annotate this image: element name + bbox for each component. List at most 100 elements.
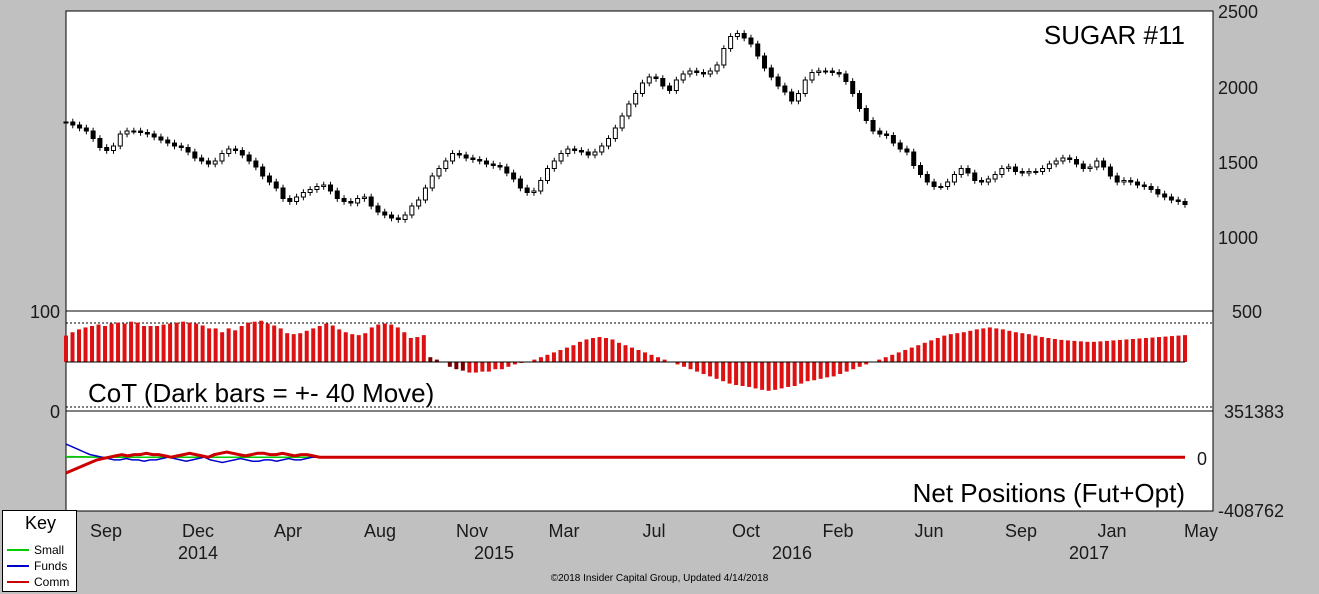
- candle-body: [951, 174, 957, 183]
- candle-body: [938, 186, 944, 188]
- cot-bar: [213, 328, 218, 362]
- candle-body: [843, 73, 849, 82]
- candle-body: [626, 103, 632, 117]
- net-right-tick: -408762: [1218, 501, 1284, 521]
- candle-body: [619, 115, 625, 129]
- candle-body: [1026, 171, 1032, 174]
- cot-bar: [499, 362, 504, 370]
- candle-body: [1040, 168, 1046, 172]
- cot-bar: [324, 323, 329, 362]
- cot-bar: [916, 345, 921, 362]
- cot-bar: [1124, 339, 1129, 362]
- cot-bar: [109, 323, 114, 362]
- cot-bar: [194, 323, 199, 362]
- legend-item-comm: Comm: [7, 575, 77, 589]
- candle-body: [436, 168, 442, 177]
- candle-body: [789, 91, 795, 102]
- candle-body: [131, 130, 137, 133]
- cot-bar: [766, 362, 771, 391]
- candle-body: [382, 211, 388, 216]
- cot-bar: [786, 362, 791, 387]
- candle-body: [1162, 193, 1168, 198]
- price-tick-label: 2500: [1218, 2, 1258, 22]
- x-month-label: Apr: [274, 521, 302, 541]
- candle-body: [253, 160, 259, 168]
- cot-bar: [1000, 329, 1005, 362]
- legend-label: Small: [34, 543, 65, 557]
- cot-bar: [1078, 341, 1083, 362]
- candle-body: [1175, 199, 1181, 202]
- cot-bar: [597, 337, 602, 362]
- cot-bar: [480, 362, 485, 372]
- cot-bar: [721, 362, 726, 382]
- cot-bar: [77, 329, 82, 362]
- cot-bar: [304, 330, 309, 362]
- cot-bar: [864, 362, 869, 365]
- cot-bar: [174, 322, 179, 362]
- cot-bar: [135, 322, 140, 362]
- x-month-label: Mar: [549, 521, 580, 541]
- cot-bar: [155, 326, 160, 362]
- candle-body: [192, 151, 198, 159]
- candle-body: [490, 163, 496, 166]
- net-position-lines: [65, 443, 1185, 475]
- net-right-tick: 351383: [1224, 402, 1284, 422]
- candle-body: [538, 180, 544, 192]
- candle-body: [1114, 175, 1120, 183]
- candle-body: [890, 135, 896, 144]
- candle-body: [856, 93, 862, 109]
- candle-body: [77, 124, 83, 129]
- candle-body: [1141, 184, 1147, 187]
- cot-bar: [1020, 333, 1025, 362]
- candle-body: [90, 130, 96, 139]
- candle-body: [673, 79, 679, 91]
- candle-body: [1182, 201, 1188, 205]
- cot-bar: [1169, 336, 1174, 362]
- x-month-label: Jun: [914, 521, 943, 541]
- cot-bar: [1111, 340, 1116, 362]
- cot-bar: [1130, 338, 1135, 362]
- cot-bar: [883, 357, 888, 362]
- cot-bar: [187, 322, 192, 362]
- candle-body: [782, 85, 788, 93]
- legend-item-small: Small: [7, 543, 77, 557]
- cot-bar: [376, 324, 381, 362]
- cot-bar: [903, 350, 908, 362]
- cot-bar: [922, 342, 927, 362]
- cot-bar: [356, 335, 361, 362]
- cot-bar: [408, 338, 413, 362]
- cot-bar: [428, 357, 433, 362]
- candle-body: [205, 160, 211, 165]
- candle-body: [958, 168, 964, 175]
- candle-body: [972, 172, 978, 181]
- candle-body: [795, 93, 801, 102]
- cot-bar: [838, 362, 843, 374]
- x-month-label: Dec: [182, 521, 214, 541]
- cot-bar: [434, 359, 439, 362]
- cot-bar: [981, 328, 986, 362]
- cot-bar: [90, 326, 95, 362]
- candle-body: [389, 214, 395, 219]
- candle-body: [368, 196, 374, 207]
- cot-bar: [83, 327, 88, 362]
- candle-body: [375, 205, 381, 213]
- candle-body: [178, 145, 184, 148]
- price-panel-bg: [65, 10, 1214, 312]
- candle-body: [728, 36, 734, 49]
- candle-body: [721, 48, 727, 66]
- cot-bar: [942, 335, 947, 362]
- candle-body: [918, 165, 924, 175]
- x-month-label: Jul: [642, 521, 665, 541]
- cot-bar: [727, 362, 732, 384]
- x-month-label: Aug: [364, 521, 396, 541]
- cot-bar: [473, 362, 478, 373]
- candle-body: [863, 108, 869, 121]
- chart-title: SUGAR #11: [1044, 20, 1185, 50]
- candle-body: [219, 153, 225, 162]
- candle-body: [667, 85, 673, 91]
- candle-body: [829, 70, 835, 73]
- cot-bar: [122, 323, 127, 362]
- candle-body: [1121, 180, 1127, 183]
- x-month-label: Nov: [456, 521, 488, 541]
- candle-body: [633, 93, 639, 105]
